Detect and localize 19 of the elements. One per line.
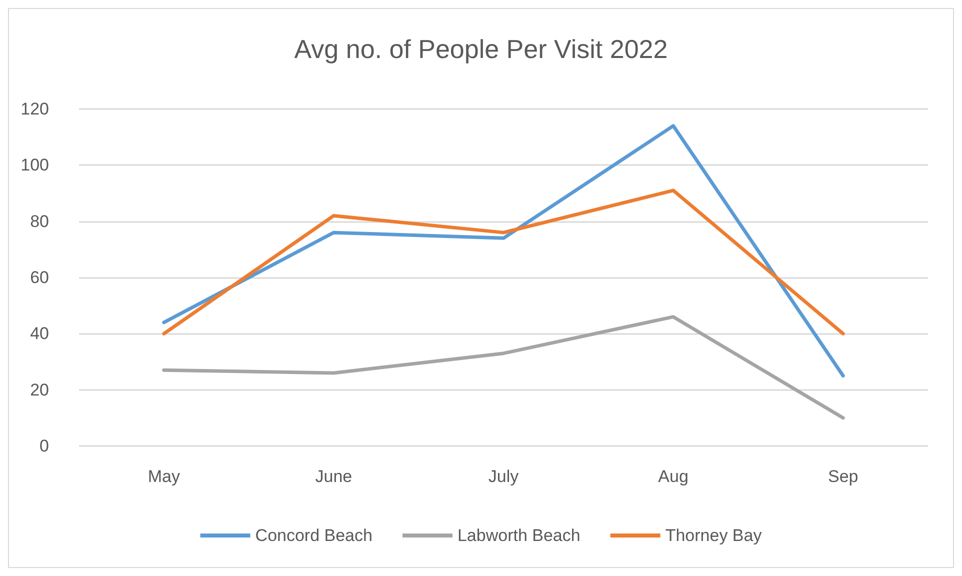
y-tick-label: 120	[20, 100, 49, 118]
legend-label: Labworth Beach	[457, 526, 580, 545]
y-tick-label: 20	[30, 380, 49, 400]
chart-title: Avg no. of People Per Visit 2022	[294, 34, 668, 64]
x-tick-label: Aug	[658, 467, 688, 486]
line-series	[162, 124, 845, 378]
legend-label: Thorney Bay	[665, 526, 762, 545]
x-tick-label: June	[315, 467, 352, 486]
y-tick-label: 60	[30, 268, 49, 287]
line-series	[162, 315, 845, 420]
x-tick-label: July	[488, 467, 520, 486]
y-tick-label: 100	[20, 156, 49, 175]
x-tick-label: Sep	[828, 467, 858, 486]
y-tick-label: 80	[30, 212, 49, 231]
line-series	[162, 188, 845, 336]
x-tick-label: May	[148, 467, 180, 486]
y-tick-label: 0	[40, 436, 49, 456]
legend-label: Concord Beach	[255, 526, 372, 545]
y-tick-label: 40	[30, 324, 49, 344]
